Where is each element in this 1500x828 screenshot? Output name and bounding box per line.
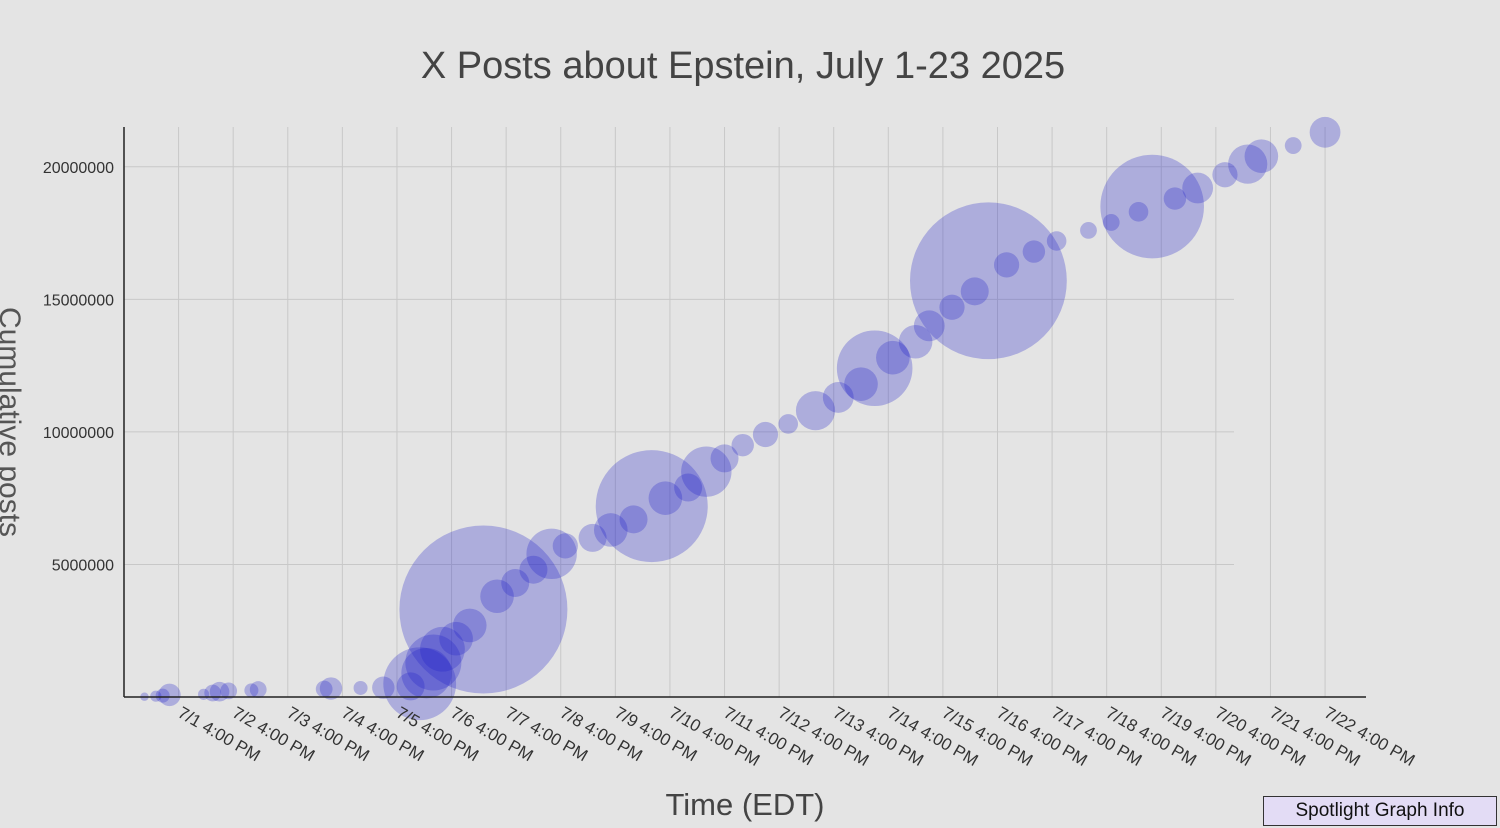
data-point (501, 569, 530, 597)
data-point (155, 688, 170, 703)
data-point (401, 647, 452, 699)
data-point (619, 505, 648, 534)
data-point (681, 446, 732, 497)
x-axis-label: Time (EDT) (666, 787, 825, 822)
data-point (648, 481, 683, 515)
data-point (909, 202, 1067, 360)
data-point (844, 367, 878, 401)
data-point (372, 676, 395, 699)
y-tick-label: 10000000 (43, 425, 114, 442)
y-tick-label: 15000000 (43, 292, 114, 309)
data-point (452, 608, 487, 643)
data-point (731, 433, 754, 457)
data-point (1128, 202, 1149, 222)
data-point (519, 555, 548, 584)
data-point (795, 391, 836, 431)
data-point (578, 523, 607, 552)
data-point (249, 681, 267, 698)
data-point (898, 324, 933, 359)
data-point (876, 340, 910, 375)
data-point (752, 421, 779, 448)
data-point (1182, 172, 1214, 204)
data-point (353, 680, 368, 695)
data-point (836, 330, 913, 407)
data-point (552, 533, 578, 559)
data-point (396, 672, 425, 701)
data-point (1102, 214, 1120, 231)
data-point (674, 473, 703, 502)
data-point (778, 414, 799, 434)
data-point (1022, 240, 1046, 263)
data-point (158, 683, 181, 707)
data-point (405, 634, 462, 691)
y-tick-label: 5000000 (52, 557, 114, 574)
data-point (1046, 231, 1067, 251)
data-point (244, 683, 259, 698)
data-point (1100, 154, 1204, 259)
data-point (315, 680, 333, 698)
data-point (420, 626, 465, 672)
data-point (1284, 137, 1302, 154)
data-point (1228, 144, 1268, 184)
data-point (595, 450, 708, 563)
data-point (913, 310, 945, 342)
grid-lines (124, 127, 1326, 697)
data-point (822, 382, 854, 413)
data-point (383, 647, 457, 721)
axes (123, 127, 1366, 698)
data-point (593, 513, 628, 547)
data-point (399, 525, 568, 694)
spotlight-graph-info-button[interactable]: Spotlight Graph Info (1263, 796, 1497, 826)
data-point (993, 252, 1020, 278)
data-point (439, 621, 473, 656)
chart-title: X Posts about Epstein, July 1-23 2025 (421, 45, 1065, 87)
data-point (1212, 162, 1238, 188)
data-point (319, 677, 343, 700)
data-point (220, 682, 238, 700)
data-point (960, 277, 989, 306)
data-point (526, 528, 577, 580)
data-point (939, 294, 965, 320)
y-tick-label: 20000000 (43, 160, 114, 177)
y-axis-label: Cumulative posts (0, 307, 26, 537)
data-point (480, 579, 514, 614)
data-point (1309, 116, 1341, 148)
data-point (150, 690, 162, 702)
data-point (710, 444, 739, 473)
data-point (1163, 187, 1187, 210)
data-point (1080, 221, 1097, 239)
data-points (140, 116, 1341, 721)
y-tick-labels: 5000000 10000000 15000000 20000000 (43, 160, 114, 575)
data-point (1244, 139, 1279, 173)
x-tick-labels: 7/1 4:00 PM7/2 4:00 PM7/3 4:00 PM7/4 4:0… (175, 703, 1419, 770)
